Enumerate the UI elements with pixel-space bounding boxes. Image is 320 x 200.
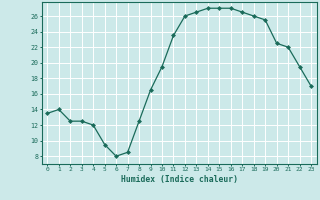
X-axis label: Humidex (Indice chaleur): Humidex (Indice chaleur) [121, 175, 238, 184]
